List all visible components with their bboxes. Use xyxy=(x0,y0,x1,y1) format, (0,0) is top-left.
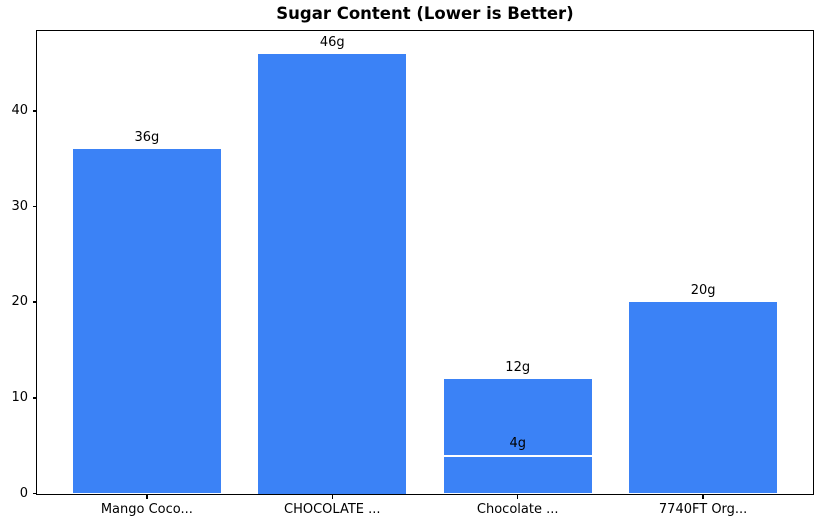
overlay-bar xyxy=(443,455,592,494)
chart-title: Sugar Content (Lower is Better) xyxy=(276,4,574,23)
x-tick-mark xyxy=(702,495,704,499)
x-tick-label: Chocolate ... xyxy=(476,501,559,517)
overlay-bar-top-edge xyxy=(443,454,592,457)
x-tick-label: 7740FT Org... xyxy=(658,501,748,517)
bar-value-label: 20g xyxy=(690,283,716,299)
bar xyxy=(258,53,407,494)
y-tick-label: 0 xyxy=(19,485,28,501)
bar-value-label: 12g xyxy=(505,359,531,375)
x-tick-label: CHOCOLATE ... xyxy=(284,501,381,517)
x-tick-mark xyxy=(146,495,148,499)
y-tick-label: 20 xyxy=(11,294,28,310)
bar xyxy=(72,149,222,494)
y-tick-mark xyxy=(33,205,37,208)
y-tick-mark xyxy=(33,397,37,399)
bar-value-label: 36g xyxy=(134,130,160,146)
bar-value-label: 46g xyxy=(319,34,345,50)
y-tick-mark xyxy=(33,492,37,495)
bar xyxy=(628,302,778,494)
y-tick-label: 40 xyxy=(11,102,28,118)
x-tick-mark xyxy=(331,495,334,499)
y-tick-label: 10 xyxy=(11,389,28,405)
overlay-bar-value-label: 4g xyxy=(509,436,526,452)
y-tick-mark xyxy=(33,110,37,112)
x-tick-label: Mango Coco... xyxy=(100,501,193,517)
y-tick-mark xyxy=(33,301,37,303)
x-tick-mark xyxy=(516,495,519,499)
y-tick-label: 30 xyxy=(11,198,28,214)
